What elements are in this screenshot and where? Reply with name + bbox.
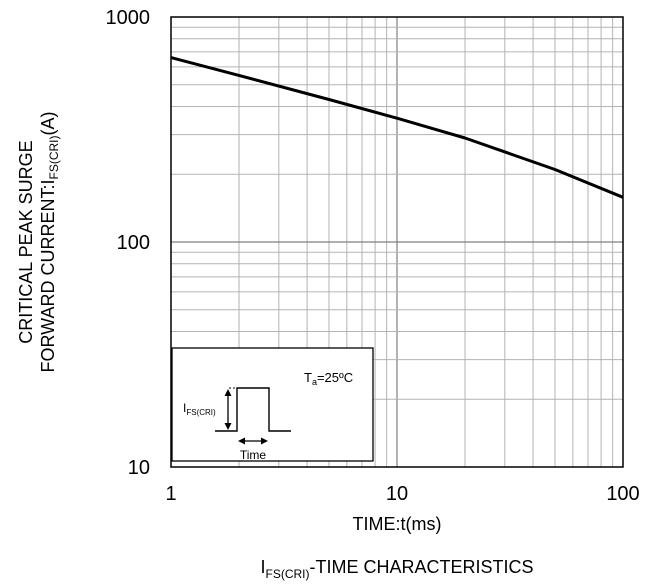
pulse-waveform bbox=[215, 387, 291, 432]
chart-title: IFS(CRI)-TIME CHARACTERISTICS bbox=[260, 557, 533, 581]
y-axis-label-line2: FORWARD CURRENT:IFS(CRI)(A) bbox=[38, 112, 61, 373]
time-arrowhead-left bbox=[238, 437, 245, 445]
tick-labels: 1 10 100 10 100 1000 bbox=[106, 7, 640, 505]
inset-time-label: Time bbox=[240, 448, 267, 462]
amplitude-arrowhead-up bbox=[224, 389, 232, 396]
y-axis-label: CRITICAL PEAK SURGE FORWARD CURRENT:IFS(… bbox=[16, 112, 61, 373]
x-tick-label: 100 bbox=[606, 483, 639, 505]
series-line-1 bbox=[170, 56, 624, 199]
inset-current-label: IFS(CRI) bbox=[183, 401, 216, 417]
x-tick-label: 10 bbox=[386, 483, 408, 505]
series-layer bbox=[170, 56, 624, 199]
time-arrowhead-right bbox=[261, 437, 268, 445]
inset-box: Ta=25ºC IFS(CRI) Time bbox=[171, 347, 374, 462]
y-axis-label-line1: CRITICAL PEAK SURGE bbox=[16, 140, 36, 343]
inset-temperature: Ta=25ºC bbox=[304, 370, 353, 387]
amplitude-arrowhead-down bbox=[224, 423, 232, 430]
y-tick-label: 100 bbox=[117, 232, 150, 254]
plot-frame bbox=[170, 16, 624, 468]
x-tick-label: 1 bbox=[165, 483, 176, 505]
y-tick-label: 10 bbox=[128, 457, 150, 479]
y-tick-label: 1000 bbox=[106, 7, 151, 29]
grid-lines bbox=[171, 17, 623, 467]
x-axis-label: TIME:t(ms) bbox=[353, 514, 442, 534]
inset-frame bbox=[171, 347, 374, 462]
